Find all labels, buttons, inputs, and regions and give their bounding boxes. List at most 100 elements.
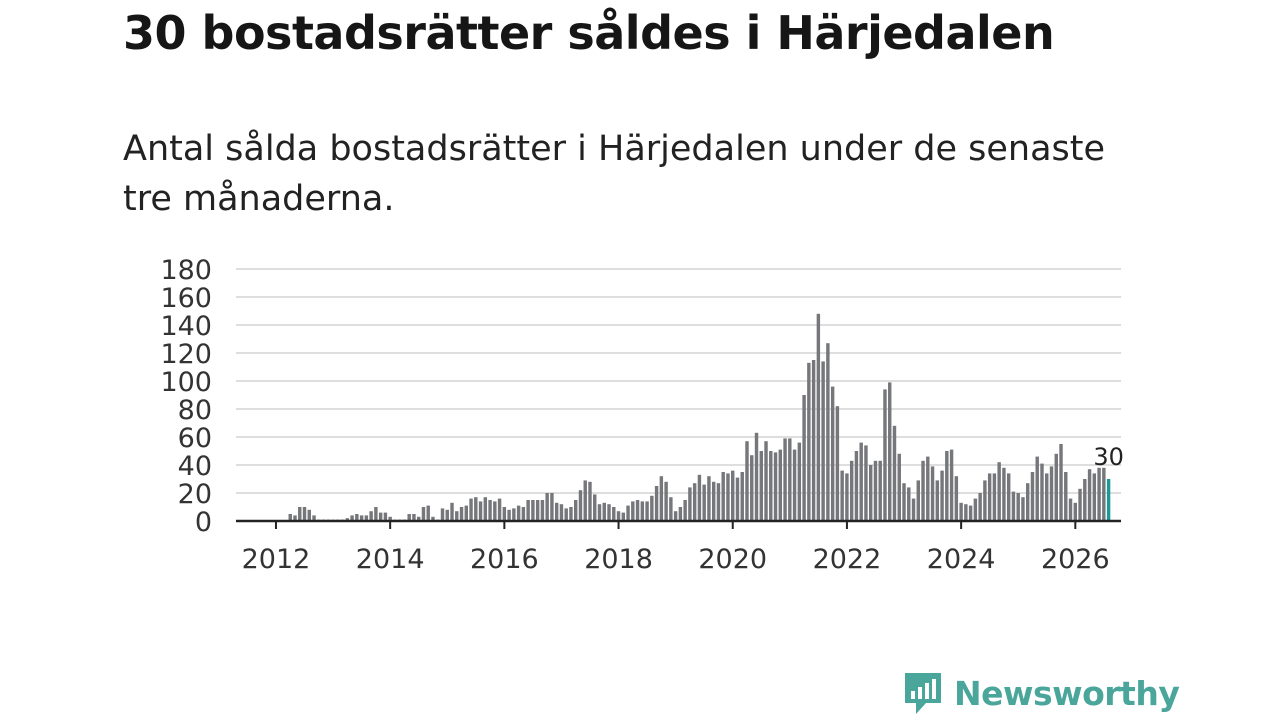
bar-86	[654, 486, 659, 521]
bar-172	[1064, 472, 1068, 521]
bar-101	[726, 473, 730, 521]
bar-157	[992, 473, 997, 521]
bar-52	[493, 501, 497, 521]
bar-55	[507, 509, 511, 521]
bar-51	[488, 500, 492, 521]
bar-65	[554, 502, 559, 521]
bar-137	[897, 453, 901, 521]
bar-176	[1083, 479, 1087, 521]
bar-175	[1078, 488, 1082, 521]
bar-85	[650, 495, 654, 521]
bar-113	[783, 438, 787, 521]
bar-169	[1049, 466, 1054, 521]
x-tick-label-2024: 2024	[927, 544, 996, 575]
bar-125	[840, 470, 844, 521]
bar-121	[821, 361, 825, 521]
bar-latest	[1106, 479, 1111, 521]
bar-25	[364, 515, 369, 521]
bar-82	[635, 500, 640, 521]
bar-48	[474, 497, 478, 521]
bar-177	[1087, 469, 1092, 521]
y-tick-label-180: 180	[160, 255, 212, 286]
bar-136	[892, 425, 897, 521]
bar-74	[597, 504, 602, 521]
newsworthy-logo-icon	[905, 673, 941, 714]
gridlines	[236, 268, 1121, 494]
bar-104	[740, 472, 744, 521]
bar-59	[526, 500, 530, 521]
bar-105	[745, 441, 749, 521]
bar-70	[578, 490, 583, 521]
bar-43	[450, 502, 454, 521]
bar-87	[659, 476, 664, 521]
bar-149	[954, 476, 959, 521]
bar-71	[583, 480, 587, 521]
bar-10	[293, 515, 297, 521]
bar-146	[940, 470, 944, 521]
bar-72	[588, 481, 592, 521]
bar-77	[612, 507, 616, 521]
bar-60	[531, 500, 535, 521]
bar-102	[731, 470, 735, 521]
axes	[236, 519, 1121, 529]
bar-67	[564, 508, 568, 521]
bar-156	[987, 473, 992, 521]
bar-178	[1092, 473, 1097, 521]
bar-44	[455, 511, 459, 521]
bar-11	[298, 507, 302, 521]
bar-22	[350, 515, 354, 521]
y-tick-label-140: 140	[160, 311, 212, 342]
data-label-latest: 30	[1093, 443, 1124, 471]
bar-110	[769, 451, 773, 521]
bar-158	[997, 462, 1001, 521]
y-tick-label-60: 60	[178, 423, 212, 454]
bar-36	[416, 516, 421, 521]
bar-42	[445, 509, 449, 521]
bar-162	[1016, 493, 1020, 521]
bar-135	[888, 382, 892, 521]
bar-68	[569, 507, 573, 521]
bar-155	[983, 480, 987, 521]
bar-83	[640, 501, 645, 521]
bar-160	[1006, 473, 1011, 521]
y-tick-label-120: 120	[160, 339, 212, 370]
bar-116	[797, 442, 802, 521]
bar-108	[759, 451, 763, 521]
bar-107	[754, 432, 759, 521]
bar-129	[859, 442, 863, 521]
bar-30	[388, 516, 392, 521]
bar-57	[516, 505, 521, 521]
bar-96	[702, 484, 706, 521]
bar-47	[469, 498, 473, 521]
bar-79	[621, 512, 626, 521]
x-tick-label-2012: 2012	[242, 544, 311, 575]
bar-100	[721, 472, 725, 521]
newsworthy-logo[interactable]: Newsworthy	[902, 670, 1180, 716]
bar-143	[926, 456, 930, 521]
bar-128	[854, 451, 859, 521]
bar-139	[907, 487, 911, 521]
y-tick-label-160: 160	[160, 283, 212, 314]
bar-109	[764, 441, 768, 521]
bar-78	[616, 511, 621, 521]
bar-38	[426, 505, 430, 521]
brand-name: Newsworthy	[954, 673, 1180, 713]
bar-97	[707, 476, 711, 521]
bar-106	[750, 455, 754, 521]
bar-120	[816, 313, 821, 521]
bar-75	[602, 502, 606, 521]
x-tick-label-2016: 2016	[470, 544, 539, 575]
bar-114	[788, 438, 792, 521]
bar-89	[669, 497, 673, 521]
bar-69	[574, 500, 578, 521]
bar-174	[1073, 502, 1078, 521]
bar-21	[345, 518, 350, 521]
bar-53	[497, 498, 502, 521]
bar-39	[431, 516, 435, 521]
bar-165	[1030, 472, 1035, 521]
bar-168	[1045, 473, 1049, 521]
x-tick-label-2018: 2018	[584, 544, 653, 575]
bar-164	[1026, 483, 1030, 521]
bar-173	[1068, 498, 1073, 521]
